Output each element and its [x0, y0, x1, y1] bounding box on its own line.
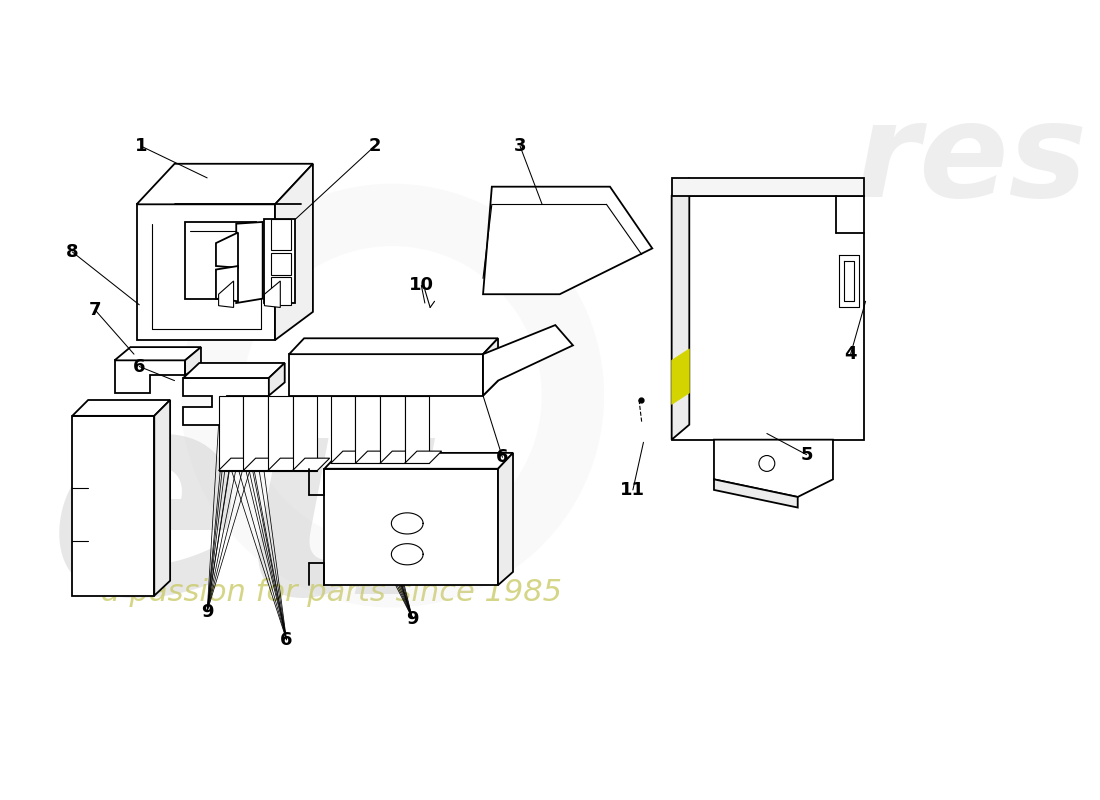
Polygon shape [672, 178, 864, 195]
Polygon shape [268, 363, 285, 395]
Polygon shape [672, 349, 690, 405]
Polygon shape [219, 395, 243, 470]
Polygon shape [219, 458, 255, 470]
Polygon shape [272, 219, 290, 250]
Polygon shape [185, 222, 255, 298]
Polygon shape [293, 458, 330, 470]
Text: eu: eu [48, 377, 444, 653]
Text: 7: 7 [89, 301, 101, 319]
Polygon shape [289, 354, 483, 395]
Polygon shape [289, 338, 498, 354]
Polygon shape [154, 400, 170, 596]
Polygon shape [324, 469, 498, 585]
Polygon shape [355, 451, 393, 463]
Text: 2: 2 [368, 137, 381, 155]
Polygon shape [219, 281, 233, 307]
Polygon shape [272, 278, 290, 305]
Polygon shape [483, 338, 498, 395]
Polygon shape [264, 219, 295, 303]
Text: res: res [855, 97, 1088, 224]
Text: 3: 3 [514, 137, 526, 155]
Polygon shape [330, 395, 355, 463]
Polygon shape [243, 395, 268, 470]
Polygon shape [185, 347, 201, 375]
Polygon shape [275, 164, 312, 340]
Polygon shape [184, 363, 285, 378]
Polygon shape [268, 458, 305, 470]
Text: 9: 9 [201, 602, 213, 621]
Polygon shape [73, 400, 170, 416]
Polygon shape [136, 164, 312, 204]
Text: 4: 4 [845, 345, 857, 363]
Polygon shape [216, 266, 238, 302]
Text: 9: 9 [406, 610, 419, 628]
Polygon shape [379, 395, 405, 463]
Polygon shape [355, 395, 380, 463]
Polygon shape [73, 416, 154, 596]
Polygon shape [405, 395, 429, 463]
Polygon shape [236, 222, 263, 303]
Polygon shape [483, 325, 573, 395]
Polygon shape [324, 453, 513, 469]
Polygon shape [672, 178, 690, 440]
Polygon shape [714, 479, 797, 507]
Text: 5: 5 [801, 446, 813, 464]
Polygon shape [243, 458, 280, 470]
Text: a passion for parts since 1985: a passion for parts since 1985 [101, 578, 562, 606]
Text: 1: 1 [135, 137, 147, 155]
Text: 6: 6 [280, 630, 293, 649]
Polygon shape [498, 453, 513, 585]
Polygon shape [330, 451, 367, 463]
Text: 10: 10 [409, 277, 433, 294]
Polygon shape [136, 204, 275, 340]
Polygon shape [483, 186, 652, 294]
Text: 8: 8 [66, 243, 78, 261]
Polygon shape [114, 347, 201, 360]
Polygon shape [264, 281, 280, 307]
Polygon shape [293, 395, 317, 470]
Polygon shape [272, 253, 290, 275]
Polygon shape [184, 378, 268, 425]
Polygon shape [672, 195, 864, 440]
Polygon shape [216, 233, 238, 268]
Text: 11: 11 [620, 481, 646, 499]
Polygon shape [268, 395, 293, 470]
Text: 6: 6 [133, 358, 145, 375]
Polygon shape [714, 440, 833, 497]
Text: 6: 6 [496, 448, 508, 466]
Polygon shape [405, 451, 441, 463]
Polygon shape [114, 360, 185, 393]
Polygon shape [379, 451, 417, 463]
